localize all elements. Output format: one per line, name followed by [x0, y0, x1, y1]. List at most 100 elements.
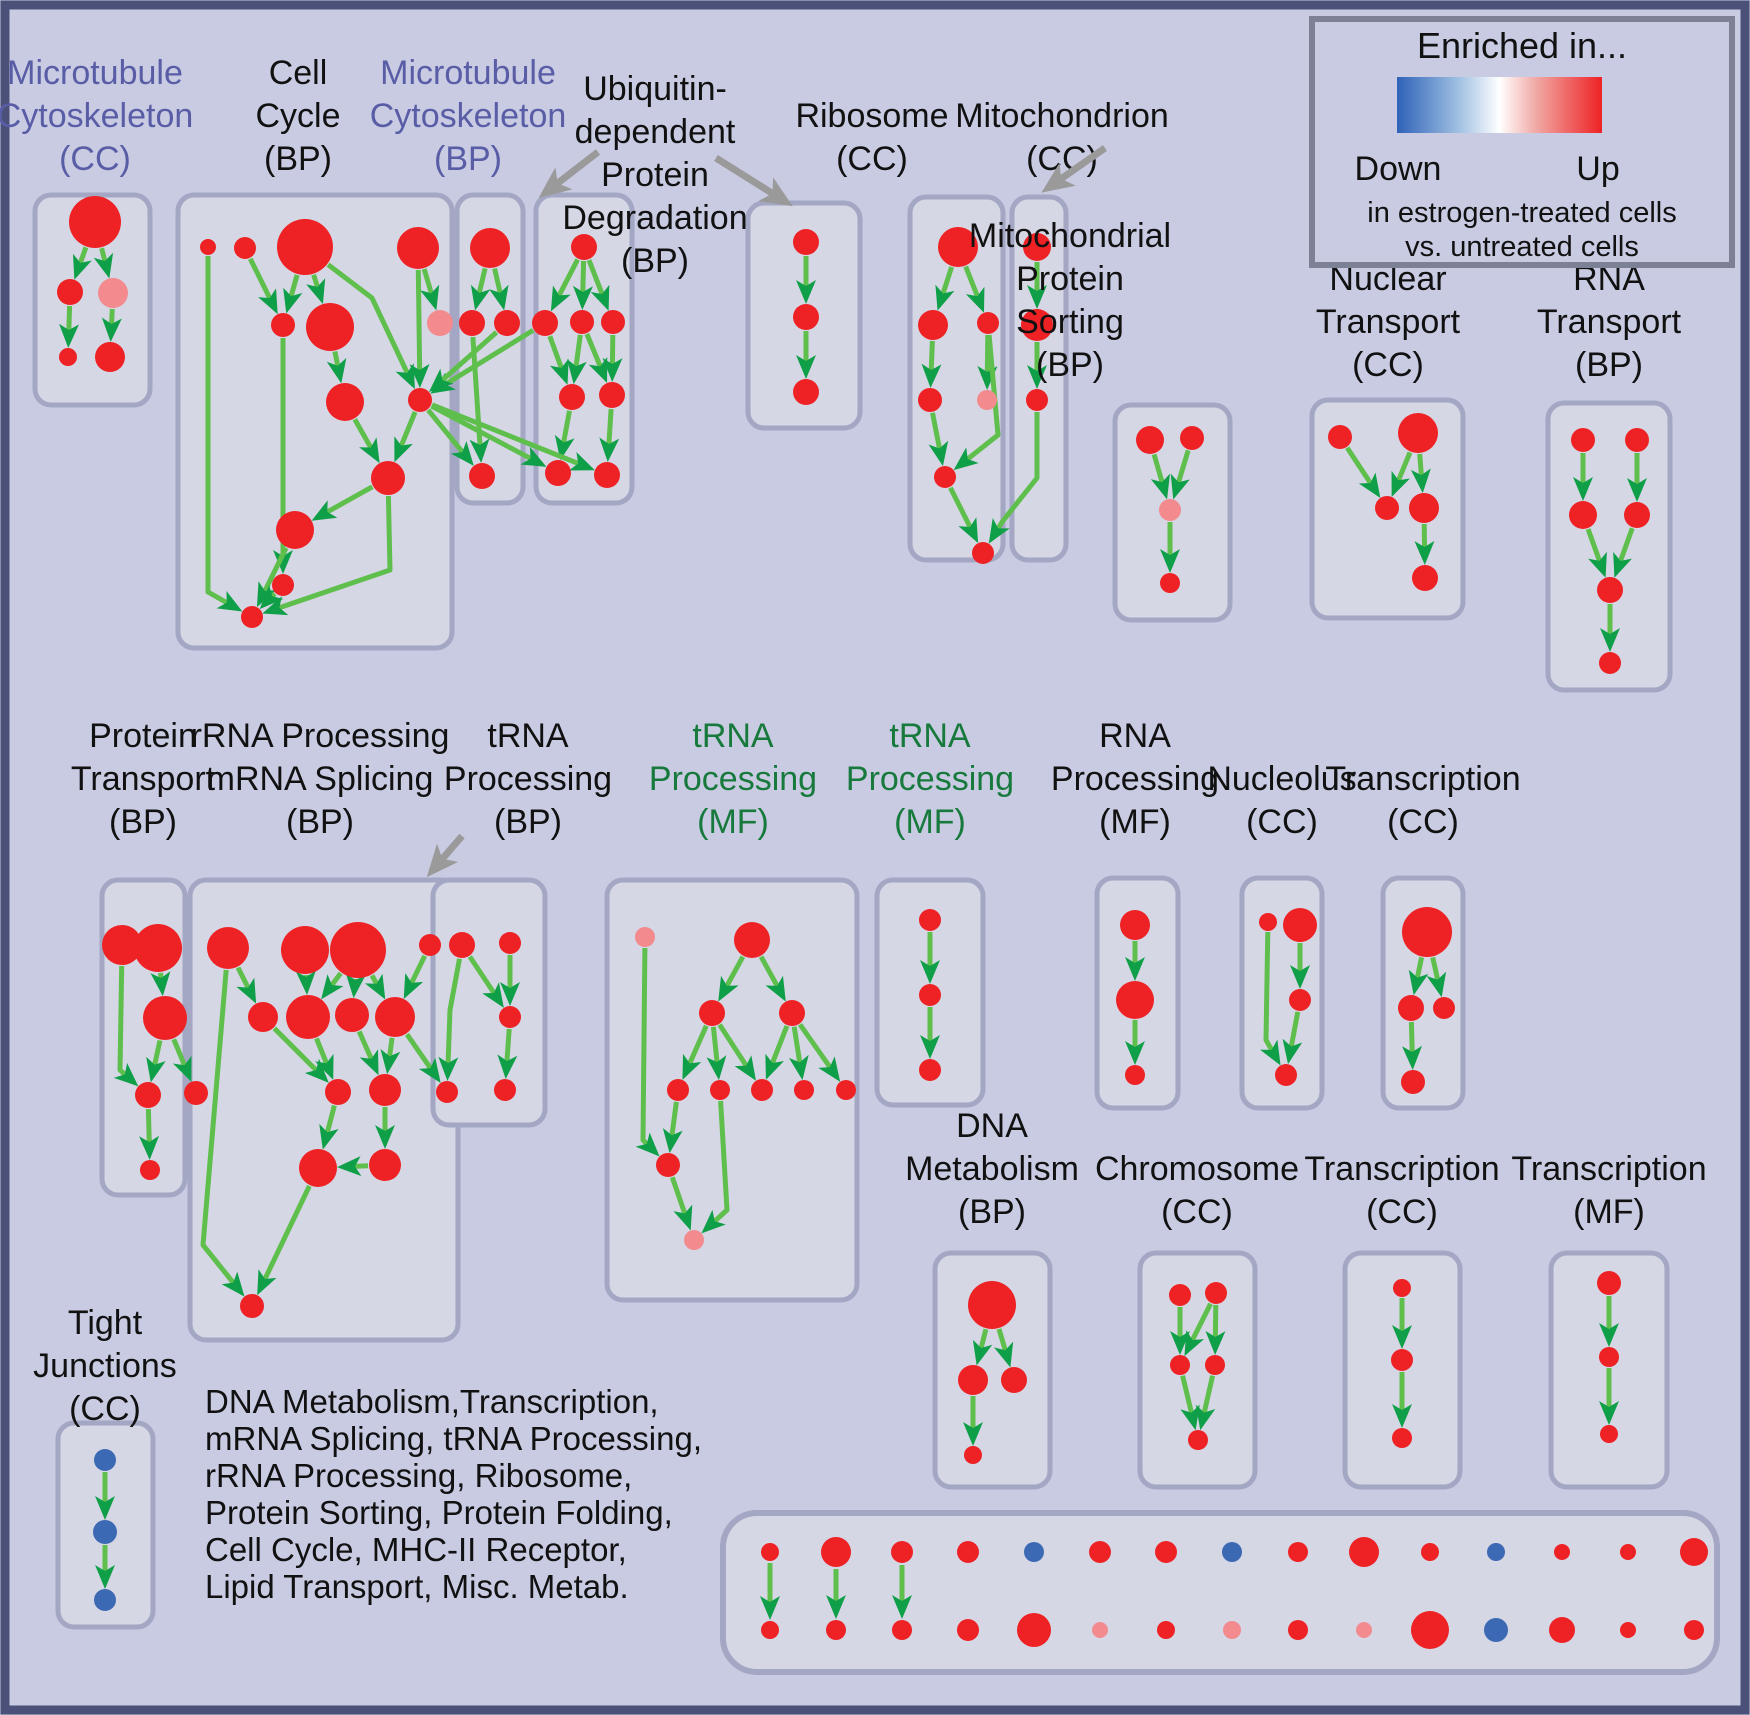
go-node-p2	[1116, 981, 1154, 1019]
edge-arrow	[72, 246, 92, 280]
label-pointer-arrow	[538, 149, 601, 198]
label-pointer-arrow	[1041, 145, 1108, 193]
misc-node-bottom-11	[1411, 1611, 1449, 1649]
edge-arrow	[326, 351, 347, 384]
edge-arrow	[1205, 1304, 1226, 1355]
edge-arrow	[467, 955, 504, 1008]
edge-arrow	[345, 973, 366, 999]
misc-node-bottom-12	[1484, 1618, 1508, 1642]
edge-arrow	[364, 973, 386, 1000]
go-node-h1	[1136, 426, 1164, 454]
go-node-b5	[271, 313, 295, 337]
edge-arrow	[262, 495, 393, 616]
go-node-n1	[635, 927, 655, 947]
go-node-o3	[919, 1059, 941, 1081]
edge-arrow	[988, 412, 1040, 544]
edge-arrow	[701, 1100, 730, 1234]
go-node-d2a	[532, 310, 558, 336]
edge-arrow	[337, 1156, 369, 1177]
go-node-d2c	[601, 310, 625, 334]
edge-arrow	[669, 1176, 693, 1231]
legend-gradient-bar	[1397, 77, 1602, 133]
go-node-t2	[1205, 1282, 1227, 1304]
group-label-trna-processing-bp: tRNA	[487, 717, 569, 755]
go-node-f7	[972, 542, 994, 564]
edge-arrow	[1150, 453, 1171, 500]
group-label-transcription-cc-small: Transcription	[1304, 1150, 1499, 1188]
go-node-m5	[494, 1079, 516, 1101]
group-label-ribosome-cc: Ribosome	[795, 97, 948, 135]
go-node-d2b	[570, 310, 594, 334]
edge-arrow	[1613, 527, 1635, 578]
edge-arrow	[928, 412, 949, 467]
edge-arrow	[404, 1032, 441, 1083]
edge-arrow	[200, 969, 245, 1297]
edge-arrow	[635, 947, 660, 1157]
go-node-b7	[427, 310, 453, 336]
group-label-rrna-processing-mrna-splicing-bp: (BP)	[286, 803, 354, 841]
group-label-rna-transport-bp: Transport	[1537, 303, 1682, 341]
go-node-d4a	[545, 460, 571, 486]
edge-arrow	[797, 1023, 841, 1082]
group-label-microtubule-cytoskeleton-bp: Microtubule	[380, 54, 556, 92]
go-node-b1	[200, 239, 216, 255]
group-label-trna-processing-mf-1: tRNA	[692, 717, 774, 755]
group-label-cell-cycle-bp: (BP)	[264, 140, 332, 178]
go-node-b4	[397, 227, 439, 269]
group-label-trna-processing-mf-1: (MF)	[697, 803, 769, 841]
group-label-dna-metabolism-bp: (BP)	[958, 1193, 1026, 1231]
group-label-cell-cycle-bp: Cell	[269, 54, 328, 92]
edge-arrow	[993, 1328, 1014, 1368]
edge-arrow	[1426, 956, 1447, 998]
edge-arrow	[599, 408, 620, 462]
edge-arrow	[420, 268, 440, 311]
group-box-trna-processing-mf-1	[604, 877, 860, 1303]
edge-arrow	[306, 273, 326, 305]
group-label-nucleolus-cc: (CC)	[1246, 803, 1318, 841]
misc-node-top-1	[761, 1543, 779, 1561]
go-node-i2	[1398, 413, 1438, 453]
go-node-f5	[977, 390, 997, 410]
edge-arrow	[1282, 1011, 1303, 1065]
edge-arrow	[972, 1328, 993, 1366]
go-node-b13	[241, 606, 263, 628]
legend: Enriched in... Down Up in estrogen-treat…	[1309, 16, 1735, 268]
edge-arrow	[257, 1184, 312, 1296]
cluster-list-text-line: Lipid Transport, Misc. Metab.	[205, 1568, 629, 1605]
edge-arrow	[1391, 451, 1413, 497]
go-node-r4	[1401, 1070, 1425, 1094]
edge-arrow	[326, 262, 415, 390]
group-label-microtubule-cytoskeleton-cc: Cytoskeleton	[0, 97, 193, 135]
go-node-n4	[779, 1000, 805, 1026]
misc-node-bottom-2	[826, 1620, 846, 1640]
group-box-chromosome-cc	[1137, 1250, 1258, 1490]
go-node-i1	[1328, 425, 1352, 449]
edge-arrow	[259, 584, 284, 610]
edge-arrow	[948, 486, 979, 544]
group-label-trna-processing-bp: (BP)	[494, 803, 562, 841]
edge-arrow	[431, 402, 595, 471]
go-node-b10	[371, 461, 405, 495]
edge-arrow	[428, 330, 499, 393]
go-node-q3	[1289, 989, 1311, 1011]
go-node-h2	[1180, 426, 1204, 450]
edge-arrow	[953, 334, 1001, 471]
edge-arrow	[547, 335, 569, 385]
group-label-mitochondrion-cc: Mitochondrion	[955, 97, 1169, 135]
edge-arrow	[469, 336, 490, 463]
group-label-ubiquitin-degradation-bp: (BP)	[621, 242, 689, 280]
edge-arrow	[682, 1024, 709, 1080]
go-node-j6	[1599, 652, 1621, 674]
group-label-ubiquitin-degradation-bp: Degradation	[562, 199, 747, 237]
go-node-g3	[1026, 389, 1048, 411]
go-node-s2	[958, 1365, 988, 1395]
cluster-list-text-line: rRNA Processing, Ribosome,	[205, 1457, 632, 1494]
go-node-v1	[1597, 1271, 1621, 1295]
go-node-nb5	[836, 1080, 856, 1100]
misc-node-top-4	[957, 1541, 979, 1563]
group-label-tight-junctions-cc: Junctions	[33, 1347, 177, 1385]
go-node-t3	[1170, 1355, 1190, 1375]
edge-arrow	[248, 257, 278, 315]
group-box-cell-cycle-bp	[175, 192, 455, 651]
go-node-m4	[436, 1081, 458, 1103]
